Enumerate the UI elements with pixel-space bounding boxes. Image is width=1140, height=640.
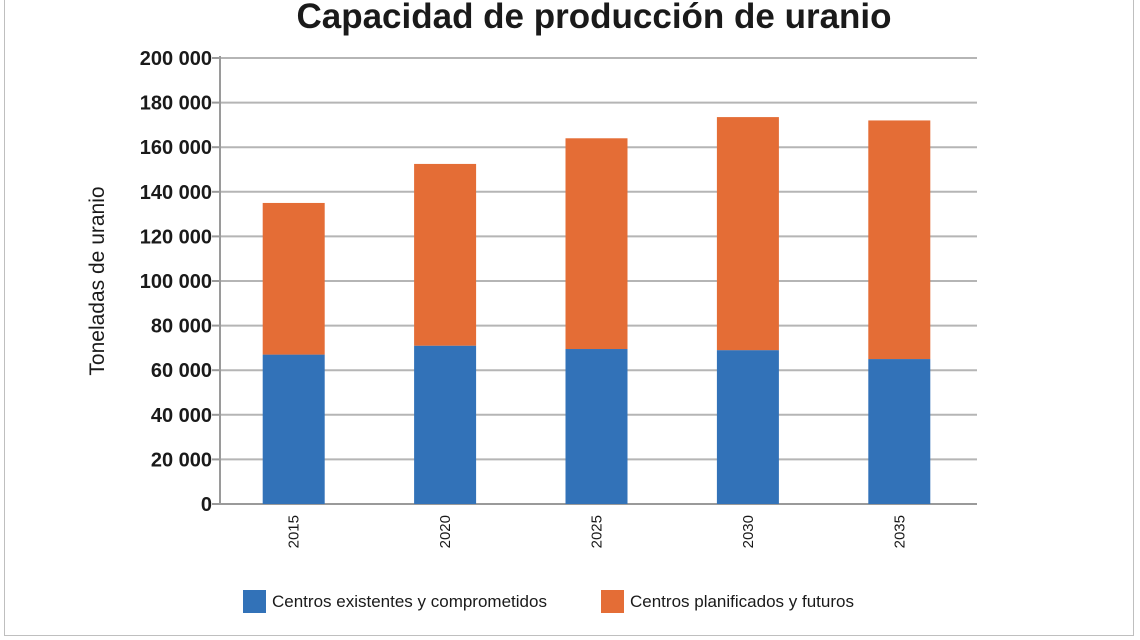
y-tick-label: 60 000 xyxy=(151,360,212,382)
y-tick-label: 140 000 xyxy=(140,182,212,204)
x-tick-label: 2015 xyxy=(286,515,303,548)
y-tick-label: 180 000 xyxy=(140,93,212,115)
y-tick-label: 20 000 xyxy=(151,449,212,471)
legend-swatch xyxy=(601,590,624,613)
y-tick-label: 160 000 xyxy=(140,137,212,159)
x-tick-label: 2030 xyxy=(740,515,757,548)
legend-swatch xyxy=(243,590,266,613)
legend: Centros existentes y comprometidos Centro… xyxy=(243,590,854,613)
bar-planned-2035 xyxy=(868,120,931,360)
bar-existing-2025 xyxy=(565,349,628,504)
x-tick-label: 2035 xyxy=(891,515,908,548)
legend-label: Centros existentes y comprometidos xyxy=(272,592,547,611)
chart-title: Capacidad de producción de uranio xyxy=(296,0,891,36)
y-tick-label: 100 000 xyxy=(140,271,212,293)
x-tick-label: 2025 xyxy=(589,515,606,548)
bar-existing-2035 xyxy=(868,359,931,504)
bar-existing-2030 xyxy=(716,350,779,504)
bar-planned-2020 xyxy=(414,163,477,346)
y-tick-label: 120 000 xyxy=(140,226,212,248)
y-tick-label: 40 000 xyxy=(151,405,212,427)
legend-label: Centros planificados y futuros xyxy=(630,592,854,611)
x-tick-labels: 2015 2020 2025 2030 2035 xyxy=(286,515,909,548)
y-axis-label: Toneladas de uranio xyxy=(86,186,109,375)
bar-existing-2020 xyxy=(414,345,477,504)
chart-frame xyxy=(4,0,1134,636)
x-tick-label: 2020 xyxy=(437,515,454,548)
bar-planned-2025 xyxy=(565,138,628,350)
bar-planned-2030 xyxy=(716,117,779,351)
y-tick-label: 0 xyxy=(201,494,212,516)
bars xyxy=(262,117,931,504)
y-tick-label: 80 000 xyxy=(151,316,212,338)
bar-planned-2015 xyxy=(262,202,325,355)
y-tick-label: 200 000 xyxy=(140,48,212,70)
bar-existing-2015 xyxy=(262,354,325,504)
y-tick-labels: 0 20 000 40 000 60 000 80 000 100 000 120 000 1… xyxy=(140,48,212,516)
